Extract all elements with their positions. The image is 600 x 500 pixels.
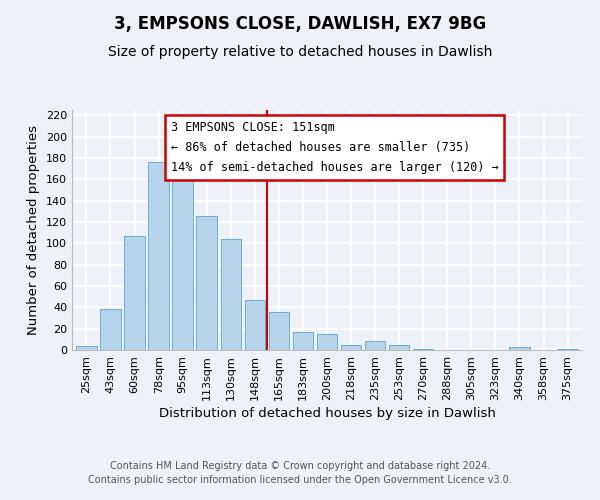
X-axis label: Distribution of detached houses by size in Dawlish: Distribution of detached houses by size …	[158, 407, 496, 420]
Bar	[509, 347, 530, 350]
Y-axis label: Number of detached properties: Number of detached properties	[28, 125, 40, 335]
Bar	[172, 164, 193, 350]
Bar	[365, 342, 385, 350]
Bar	[341, 344, 361, 350]
Bar	[413, 349, 433, 350]
Bar	[76, 346, 97, 350]
Text: 3 EMPSONS CLOSE: 151sqm
← 86% of detached houses are smaller (735)
14% of semi-d: 3 EMPSONS CLOSE: 151sqm ← 86% of detache…	[170, 120, 499, 174]
Bar	[100, 310, 121, 350]
Bar	[221, 239, 241, 350]
Bar	[389, 344, 409, 350]
Bar	[269, 312, 289, 350]
Text: Size of property relative to detached houses in Dawlish: Size of property relative to detached ho…	[108, 45, 492, 59]
Bar	[245, 300, 265, 350]
Bar	[317, 334, 337, 350]
Bar	[293, 332, 313, 350]
Bar	[557, 349, 578, 350]
Text: Contains HM Land Registry data © Crown copyright and database right 2024.
Contai: Contains HM Land Registry data © Crown c…	[88, 461, 512, 485]
Bar	[148, 162, 169, 350]
Bar	[124, 236, 145, 350]
Text: 3, EMPSONS CLOSE, DAWLISH, EX7 9BG: 3, EMPSONS CLOSE, DAWLISH, EX7 9BG	[114, 15, 486, 33]
Bar	[196, 216, 217, 350]
